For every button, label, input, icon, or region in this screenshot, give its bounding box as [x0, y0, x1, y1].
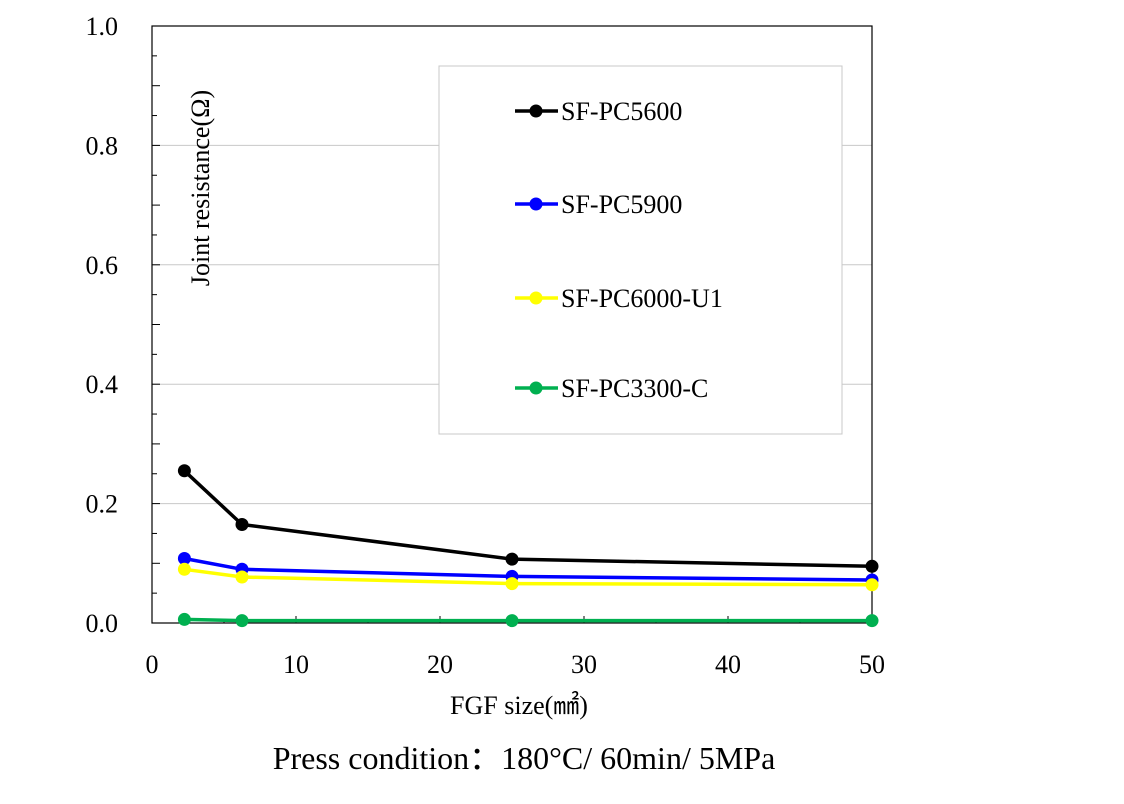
legend-item: SF-PC3300-C [515, 374, 708, 403]
legend-label: SF-PC5900 [561, 190, 682, 219]
series-SF-PC5900 [177, 552, 879, 587]
y-tick-label: 0.4 [86, 370, 119, 399]
legend-marker [529, 197, 543, 211]
series-layer [177, 464, 879, 628]
y-tick-label: 0.8 [86, 131, 119, 160]
legend-label: SF-PC5600 [561, 97, 682, 126]
x-axis-title: FGF size(㎟) [450, 691, 588, 720]
data-point [505, 614, 519, 628]
x-axis: 0 10 20 30 40 50 [146, 616, 885, 679]
x-tick-label: 40 [715, 650, 741, 679]
y-tick-label: 1.0 [86, 12, 119, 41]
series-line [184, 556, 873, 582]
data-point [505, 552, 519, 566]
x-tick-label: 10 [283, 650, 309, 679]
legend-label: SF-PC3300-C [561, 374, 708, 403]
series-SF-PC6000-U1 [177, 562, 879, 592]
data-point [865, 614, 879, 628]
legend: SF-PC5600 SF-PC5900 SF-PC6000-U1 SF-PC3300-… [438, 65, 843, 435]
legend-label: SF-PC6000-U1 [561, 284, 723, 313]
x-tick-label: 0 [146, 650, 159, 679]
legend-item: SF-PC5900 [515, 190, 682, 219]
legend-item: SF-PC5600 [515, 97, 682, 126]
series-line [184, 567, 873, 587]
data-point [235, 517, 249, 531]
y-axis: 0.0 0.2 0.4 0.6 0.8 1.0 [86, 12, 160, 638]
legend-marker [529, 381, 543, 395]
series-line [184, 617, 872, 623]
data-point [177, 464, 191, 478]
x-tick-label: 30 [571, 650, 597, 679]
legend-box [438, 65, 843, 435]
y-axis-title: Joint resistance(Ω) [186, 90, 215, 286]
data-point [177, 562, 191, 576]
press-condition-caption: Press condition：180°C/ 60min/ 5MPa [272, 740, 776, 776]
data-point [865, 578, 879, 592]
y-tick-label: 0.2 [86, 490, 119, 519]
data-point [177, 612, 191, 626]
x-tick-label: 50 [859, 650, 885, 679]
y-tick-label: 0.0 [86, 609, 119, 638]
data-point [177, 552, 191, 566]
data-point [505, 577, 519, 591]
y-tick-label: 0.6 [86, 251, 119, 280]
data-point [865, 559, 879, 573]
data-point [235, 614, 249, 628]
legend-marker [529, 104, 543, 118]
series-line [183, 469, 873, 569]
data-point [235, 570, 249, 584]
legend-item: SF-PC6000-U1 [515, 284, 723, 313]
series-SF-PC5600 [177, 464, 879, 573]
series-SF-PC3300-C [177, 612, 879, 628]
legend-marker [529, 291, 543, 305]
x-tick-label: 20 [427, 650, 453, 679]
